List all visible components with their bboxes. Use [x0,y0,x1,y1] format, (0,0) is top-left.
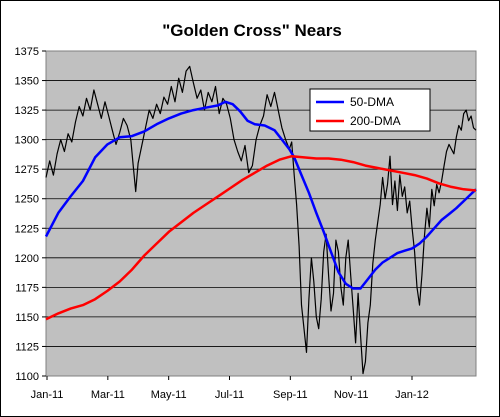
y-tick-label: 1175 [15,282,39,294]
y-tick-label: 1200 [15,253,39,265]
x-tick-label: Sep-11 [273,389,308,401]
y-tick-label: 1300 [15,135,39,147]
legend-label-50-dma: 50-DMA [350,95,394,109]
y-axis-ticks: 1100 1125 1150 1175 1200 1225 1250 1275 1300 1325… [15,46,46,383]
legend-box [309,88,431,132]
legend: 50-DMA 200-DMA [309,88,431,132]
x-tick-label: Nov-11 [334,389,369,401]
x-tick-label: Mar-11 [91,389,125,401]
y-tick-label: 1250 [15,194,39,206]
legend-label-200-dma: 200-DMA [350,114,401,128]
y-tick-label: 1350 [15,76,39,88]
series-lines [44,65,477,375]
y-tick-label: 1375 [15,46,39,58]
y-tick-label: 1125 [15,341,39,353]
series-line-dma50 [44,100,477,290]
series-line-dma200 [45,154,477,321]
y-tick-label: 1325 [15,105,39,117]
y-tick-label: 1225 [15,223,39,235]
x-tick-label: May-11 [151,389,187,401]
x-tick-label: Jan-12 [395,389,429,401]
x-tick-label: Jan-11 [31,389,64,401]
y-tick-label: 1275 [15,164,39,176]
x-axis-ticks: Jan-11 Mar-11 May-11 Jul-11 Sep-11 Nov-11 Jan-… [31,376,429,401]
chart-title: "Golden Cross" Nears [162,21,342,40]
y-tick-label: 1150 [15,312,39,324]
x-tick-label: Jul-11 [215,389,244,401]
y-tick-label: 1100 [15,371,39,383]
series-line-price [45,65,477,375]
